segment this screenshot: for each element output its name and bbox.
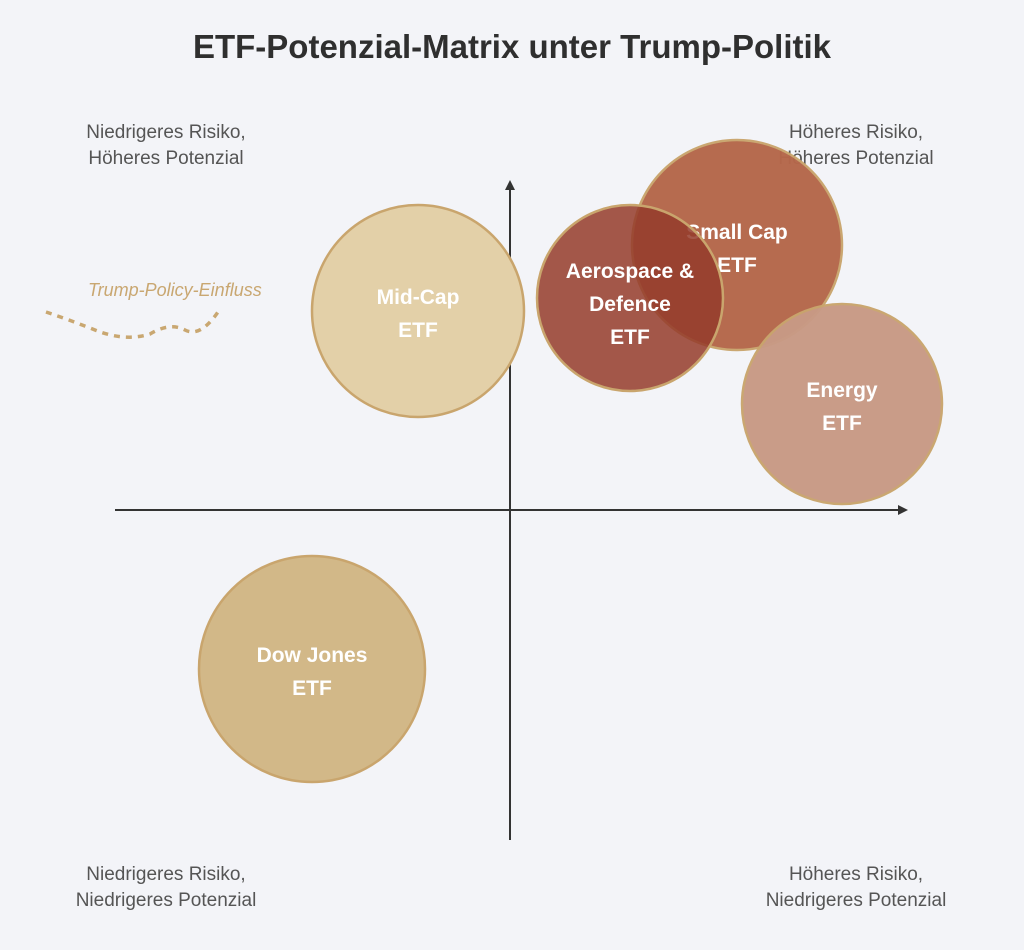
quadrant-label-line: Höheres Potenzial (778, 148, 934, 169)
bubble-aerospace-defence: Aerospace & Defence ETF (535, 203, 725, 393)
bubble-label: Mid-Cap (377, 286, 460, 309)
bubble-label: Small Cap (686, 221, 788, 244)
bubble-circle (310, 203, 526, 419)
bubble-circle (197, 554, 427, 784)
quadrant-label-line: Höheres Risiko, (788, 864, 924, 885)
quadrant-label-line: Niedrigeres Potenzial (765, 890, 947, 911)
bubble-dowjones: Dow Jones ETF (197, 554, 427, 784)
bubble-label: ETF (292, 677, 332, 700)
bubble-label: Dow Jones (257, 644, 368, 667)
bubble-circle (535, 203, 725, 393)
trend-label: Trump-Policy-Einfluss (88, 280, 262, 300)
bubble-energy: Energy ETF (740, 302, 944, 506)
quadrant-label-bottom-left: Niedrigeres Risiko, Niedrigeres Potenzia… (36, 862, 296, 914)
quadrant-label-line: Niedrigeres Risiko, (86, 122, 246, 143)
page-title: ETF-Potenzial-Matrix unter Trump-Politik (192, 28, 832, 65)
quadrant-label-line: Höheres Risiko, (788, 122, 924, 143)
bubble-label: Defence (589, 293, 671, 316)
trend-line (45, 310, 220, 339)
bubble-midcap: Mid-Cap ETF (310, 203, 526, 419)
quadrant-label-top-right: Höheres Risiko, Höheres Potenzial (726, 120, 986, 172)
bubble-label: Aerospace & (566, 260, 694, 283)
quadrant-label-line: Niedrigeres Potenzial (75, 890, 257, 911)
bubble-label: ETF (610, 326, 650, 349)
quadrant-label-top-left: Niedrigeres Risiko, Höheres Potenzial (36, 120, 296, 172)
bubble-label: ETF (717, 254, 757, 277)
bubble-label: ETF (398, 319, 438, 342)
quadrant-label-bottom-right: Höheres Risiko, Niedrigeres Potenzial (726, 862, 986, 914)
bubble-label: ETF (822, 412, 862, 435)
quadrant-label-line: Niedrigeres Risiko, (86, 864, 246, 885)
bubble-label: Energy (806, 379, 878, 402)
quadrant-label-line: Höheres Potenzial (88, 148, 244, 169)
bubble-circle (740, 302, 944, 506)
